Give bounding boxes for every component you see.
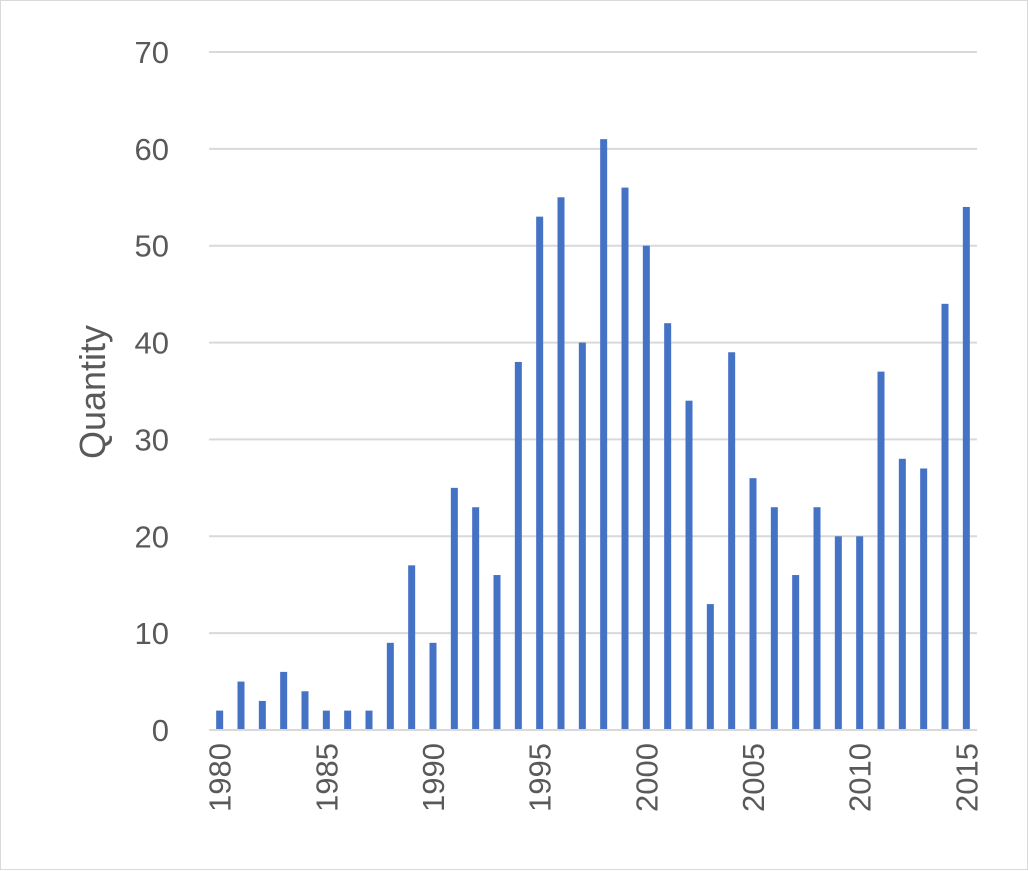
bar-2005 bbox=[749, 478, 757, 730]
y-tick-label-70: 70 bbox=[135, 35, 169, 70]
bar-2010 bbox=[856, 536, 864, 730]
bar-1982 bbox=[258, 700, 266, 730]
bar-1985 bbox=[322, 710, 330, 730]
bar-2002 bbox=[685, 400, 693, 730]
bar-2006 bbox=[770, 507, 778, 730]
gridlines bbox=[209, 51, 977, 635]
bar-2001 bbox=[664, 323, 672, 730]
x-tick-label-1990: 1990 bbox=[416, 743, 451, 812]
bar-1990 bbox=[429, 642, 437, 730]
y-tick-label-40: 40 bbox=[135, 326, 169, 361]
y-tick-label-0: 0 bbox=[152, 713, 169, 748]
bar-1997 bbox=[578, 342, 586, 730]
bar-1995 bbox=[536, 216, 544, 730]
bar-1998 bbox=[600, 139, 608, 730]
bar-1984 bbox=[301, 691, 309, 730]
bar-1999 bbox=[621, 187, 629, 731]
bar-1988 bbox=[386, 642, 394, 730]
bar-1993 bbox=[493, 575, 501, 730]
y-tick-label-60: 60 bbox=[135, 132, 169, 167]
bar-2008 bbox=[813, 507, 821, 730]
bar-2011 bbox=[877, 371, 885, 730]
bar-2004 bbox=[728, 352, 736, 730]
x-tick-label-2010: 2010 bbox=[843, 743, 878, 812]
y-tick-label-10: 10 bbox=[135, 616, 169, 651]
x-tick-label-2005: 2005 bbox=[736, 743, 771, 812]
bar-1981 bbox=[237, 681, 245, 730]
bars bbox=[216, 139, 970, 731]
bar-2012 bbox=[898, 458, 906, 730]
x-axis-ticks: 1980 1985 1990 1995 2000 2005 2010 2015 bbox=[203, 743, 985, 812]
bar-1983 bbox=[280, 671, 288, 730]
y-tick-label-20: 20 bbox=[135, 519, 169, 554]
bar-2000 bbox=[642, 245, 650, 730]
bar-1991 bbox=[450, 487, 458, 730]
bar-2015 bbox=[962, 206, 970, 730]
y-axis-ticks: 0 10 20 30 40 50 60 70 bbox=[135, 35, 169, 748]
bar-2014 bbox=[941, 303, 949, 730]
bar-1996 bbox=[557, 197, 565, 731]
x-tick-label-1985: 1985 bbox=[309, 743, 344, 812]
bar-2013 bbox=[920, 468, 928, 730]
bar-1986 bbox=[344, 710, 352, 730]
x-tick-label-2015: 2015 bbox=[949, 743, 984, 812]
x-tick-label-1980: 1980 bbox=[203, 743, 238, 812]
y-tick-label-50: 50 bbox=[135, 229, 169, 264]
bar-2007 bbox=[792, 575, 800, 730]
bar-2009 bbox=[834, 536, 842, 730]
bar-1980 bbox=[216, 710, 224, 730]
bar-2003 bbox=[706, 604, 714, 730]
bar-1994 bbox=[514, 361, 522, 730]
x-tick-label-2000: 2000 bbox=[629, 743, 664, 812]
y-axis-title: Quantity bbox=[72, 325, 113, 459]
y-tick-label-30: 30 bbox=[135, 422, 169, 457]
x-tick-label-1995: 1995 bbox=[523, 743, 558, 812]
bar-1987 bbox=[365, 710, 373, 730]
bar-1992 bbox=[472, 507, 480, 730]
bar-1989 bbox=[408, 565, 416, 730]
